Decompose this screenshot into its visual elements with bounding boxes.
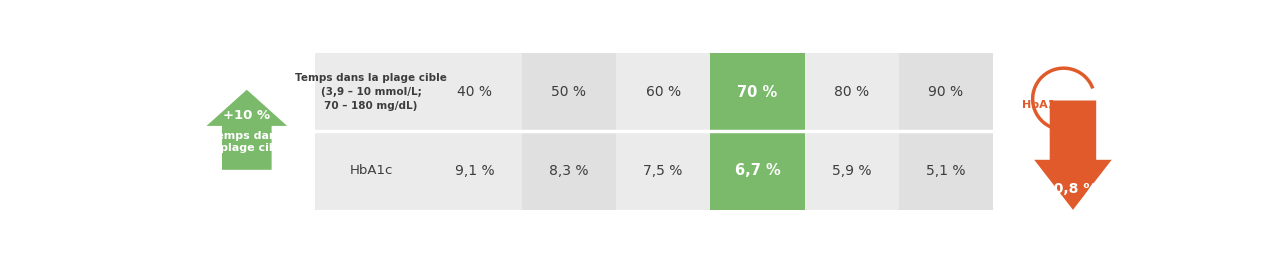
Bar <box>428 53 522 131</box>
Text: HbA1c: HbA1c <box>1021 100 1062 110</box>
Bar <box>616 131 710 210</box>
Text: 60 %: 60 % <box>645 85 681 99</box>
Text: 50 %: 50 % <box>552 85 586 99</box>
Text: 7,5 %: 7,5 % <box>644 164 682 178</box>
Text: 90 %: 90 % <box>928 85 964 99</box>
Bar <box>315 53 428 131</box>
Bar <box>710 53 805 131</box>
Bar <box>805 53 899 131</box>
Text: Temps dans la plage cible
(3,9 – 10 mmol/L;
70 – 180 mg/dL): Temps dans la plage cible (3,9 – 10 mmol… <box>296 73 447 111</box>
Bar <box>899 131 993 210</box>
Text: +10 %: +10 % <box>223 109 270 122</box>
Polygon shape <box>206 90 287 170</box>
Text: -0,8 %: -0,8 % <box>1048 182 1097 196</box>
Polygon shape <box>1034 101 1112 210</box>
Text: 8,3 %: 8,3 % <box>549 164 589 178</box>
Text: 5,9 %: 5,9 % <box>832 164 872 178</box>
Text: Temps dans
la plage cible: Temps dans la plage cible <box>205 131 288 153</box>
Text: HbA1c: HbA1c <box>349 164 393 177</box>
Bar <box>522 131 616 210</box>
Bar <box>805 131 899 210</box>
Text: 6,7 %: 6,7 % <box>735 163 781 178</box>
Text: 5,1 %: 5,1 % <box>927 164 965 178</box>
Bar <box>710 131 805 210</box>
Bar <box>522 53 616 131</box>
Bar <box>899 53 993 131</box>
Bar <box>710 53 805 131</box>
Text: 9,1 %: 9,1 % <box>454 164 494 178</box>
Bar <box>616 53 710 131</box>
Bar <box>710 131 805 210</box>
Text: 80 %: 80 % <box>835 85 869 99</box>
Text: 40 %: 40 % <box>457 85 492 99</box>
Text: 70 %: 70 % <box>737 84 777 100</box>
Bar <box>428 131 522 210</box>
Bar <box>315 131 428 210</box>
